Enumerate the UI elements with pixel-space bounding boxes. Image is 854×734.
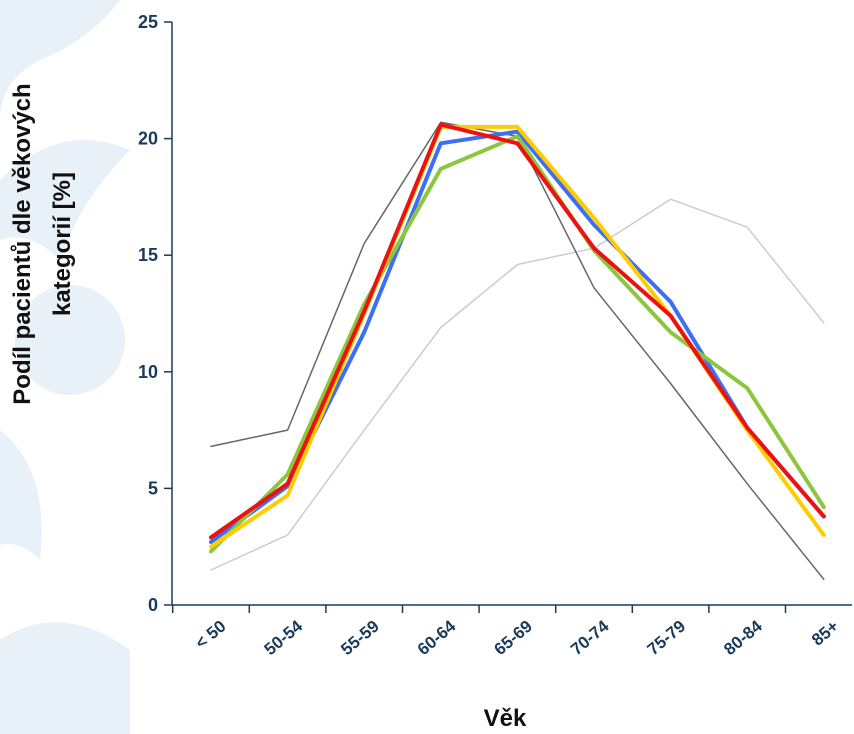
y-tick-label: 10 <box>138 362 158 382</box>
y-tick-label: 0 <box>148 595 158 615</box>
y-tick-label: 5 <box>148 478 158 498</box>
y-tick-label: 15 <box>138 245 158 265</box>
x-tick-label: 60-64 <box>414 616 460 659</box>
y-axis-ticks: 0 5 10 15 20 25 <box>138 12 172 615</box>
x-tick-label: 75-79 <box>644 617 690 660</box>
series-line-5 <box>211 127 824 547</box>
y-tick-label: 20 <box>138 129 158 149</box>
plot-area: 0 5 10 15 20 25 < 50 50-54 55-59 60-64 65-69 70-74… <box>138 12 852 659</box>
x-axis-title: Věk <box>484 705 527 732</box>
y-axis-title-line-2: kategorií [%] <box>49 172 76 316</box>
y-tick-label: 25 <box>138 12 158 32</box>
x-axis-ticks: < 50 50-54 55-59 60-64 65-69 70-74 75-79 80-84 8… <box>173 605 843 659</box>
x-tick-label: 65-69 <box>490 617 536 660</box>
series-line-2 <box>211 122 824 579</box>
x-tick-label: 70-74 <box>567 616 613 659</box>
series-line-6 <box>211 125 824 538</box>
series-line-3 <box>211 132 824 542</box>
y-axis-title-line-1: Podíl pacientů dle věkových <box>9 83 36 404</box>
series-line-4 <box>211 136 824 551</box>
x-tick-label: 80-84 <box>720 616 766 659</box>
x-tick-label: 55-59 <box>337 617 383 660</box>
series-line-1 <box>211 199 824 570</box>
x-tick-label: < 50 <box>192 617 230 653</box>
x-tick-label: 50-54 <box>261 616 307 659</box>
x-tick-label: 85+ <box>808 616 842 649</box>
series-layer <box>211 122 824 579</box>
